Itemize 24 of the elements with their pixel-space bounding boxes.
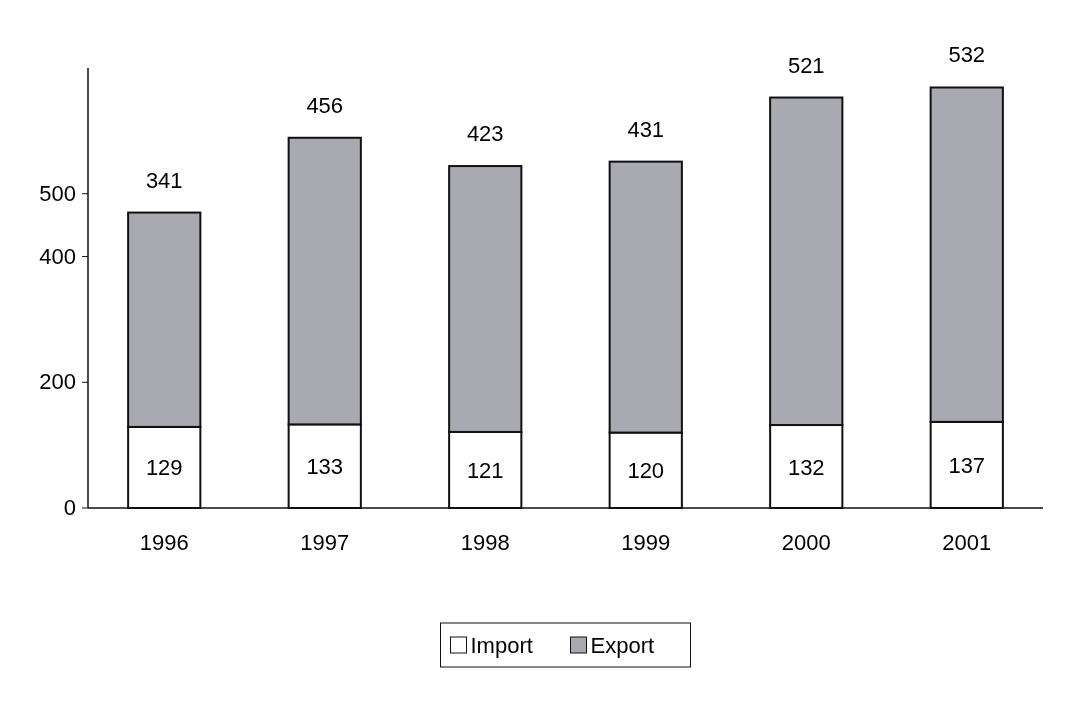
x-tick-label: 1999 [621, 530, 671, 555]
x-tick-label: 1998 [460, 530, 510, 555]
data-label: 456 [306, 92, 344, 118]
legend-label: Import [470, 633, 533, 658]
data-label: 341 [145, 167, 183, 193]
data-label: 133 [306, 454, 344, 480]
x-tick-label: 1996 [139, 530, 189, 555]
x-tick-label: 1997 [300, 530, 350, 555]
data-label: 121 [466, 457, 504, 483]
data-label: 137 [948, 452, 986, 478]
legend-label: Export [590, 633, 655, 658]
x-tick-label: 2000 [781, 530, 831, 555]
data-label: 423 [466, 121, 504, 147]
y-tick-label: 0 [63, 495, 76, 520]
data-label: 132 [787, 454, 825, 480]
y-tick-label: 500 [39, 180, 76, 206]
y-tick-label: 400 [39, 243, 76, 269]
data-label: 431 [627, 116, 665, 142]
data-label: 521 [787, 52, 825, 78]
data-label: 120 [627, 458, 665, 484]
data-label: 532 [948, 42, 986, 68]
data-label: 129 [145, 455, 183, 481]
y-tick-label: 200 [39, 369, 76, 395]
x-tick-label: 2001 [942, 530, 992, 555]
